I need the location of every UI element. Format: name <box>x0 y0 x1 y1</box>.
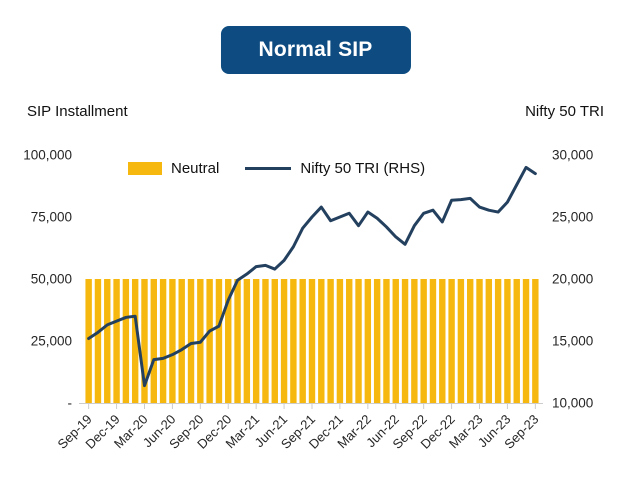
y-axis-label-right: 10,000 <box>552 396 593 411</box>
bar-neutral <box>364 279 372 403</box>
y-axis-label-left: 75,000 <box>31 210 72 225</box>
chart-legend: Neutral Nifty 50 TRI (RHS) <box>128 160 425 177</box>
y-axis-label-left: - <box>68 396 73 411</box>
bar-neutral <box>401 279 409 403</box>
bar-neutral <box>420 279 427 403</box>
left-axis-title: SIP Installment <box>27 103 128 120</box>
y-axis-label-left: 100,000 <box>23 148 72 163</box>
bar-neutral <box>494 279 502 403</box>
bar-neutral <box>429 279 437 403</box>
y-axis-label-right: 15,000 <box>552 334 593 349</box>
neutral-bar-swatch-icon <box>128 162 162 175</box>
bar-neutral <box>280 279 288 403</box>
bar-neutral <box>448 279 455 403</box>
bar-neutral <box>187 279 195 403</box>
bar-neutral <box>262 279 269 403</box>
bar-neutral <box>318 279 325 403</box>
right-axis-title: Nifty 50 TRI <box>525 103 604 120</box>
bar-neutral <box>532 279 539 403</box>
bar-neutral <box>522 279 530 403</box>
bar-neutral <box>439 279 446 403</box>
legend-label-nifty: Nifty 50 TRI (RHS) <box>300 160 426 177</box>
bar-neutral <box>234 279 241 403</box>
bar-neutral <box>411 279 418 403</box>
bar-neutral <box>178 279 185 403</box>
bar-neutral <box>392 279 399 403</box>
bar-neutral <box>122 279 130 403</box>
y-axis-label-right: 25,000 <box>552 210 593 225</box>
bar-neutral <box>169 279 176 403</box>
bar-neutral <box>457 279 465 403</box>
bar-neutral <box>159 279 167 403</box>
bar-neutral <box>252 279 260 403</box>
legend-item-nifty: Nifty 50 TRI (RHS) <box>245 160 425 177</box>
bar-neutral <box>513 279 520 403</box>
title-badge: Normal SIP <box>220 26 411 74</box>
bar-neutral <box>467 279 474 403</box>
bar-neutral <box>225 279 232 403</box>
bar-neutral <box>150 279 157 403</box>
bar-neutral <box>271 279 278 403</box>
bar-neutral <box>327 279 334 403</box>
bar-neutral <box>336 279 344 403</box>
bar-neutral <box>215 279 223 403</box>
bar-neutral <box>308 279 316 403</box>
bar-neutral <box>104 279 111 403</box>
bar-neutral <box>299 279 306 403</box>
bar-neutral <box>113 279 120 403</box>
bar-neutral <box>504 279 511 403</box>
bar-neutral <box>94 279 102 403</box>
y-axis-label-right: 30,000 <box>552 148 593 163</box>
y-axis-label-right: 20,000 <box>552 272 593 287</box>
bar-neutral <box>85 279 92 403</box>
bar-neutral <box>206 279 213 403</box>
nifty-line-swatch-icon <box>245 167 292 170</box>
bar-neutral <box>243 279 251 403</box>
bar-neutral <box>131 279 139 403</box>
y-axis-label-left: 25,000 <box>31 334 72 349</box>
bar-neutral <box>485 279 493 403</box>
bar-neutral <box>383 279 390 403</box>
bar-neutral <box>290 279 297 403</box>
legend-label-neutral: Neutral <box>171 160 220 177</box>
bar-neutral <box>355 279 362 403</box>
bar-neutral <box>373 279 381 403</box>
bar-neutral <box>346 279 353 403</box>
bar-neutral <box>476 279 483 403</box>
nifty-50-tri-line <box>87 165 537 388</box>
y-axis-label-left: 50,000 <box>31 272 72 287</box>
legend-item-neutral: Neutral <box>128 160 219 177</box>
bar-neutral <box>141 279 148 403</box>
